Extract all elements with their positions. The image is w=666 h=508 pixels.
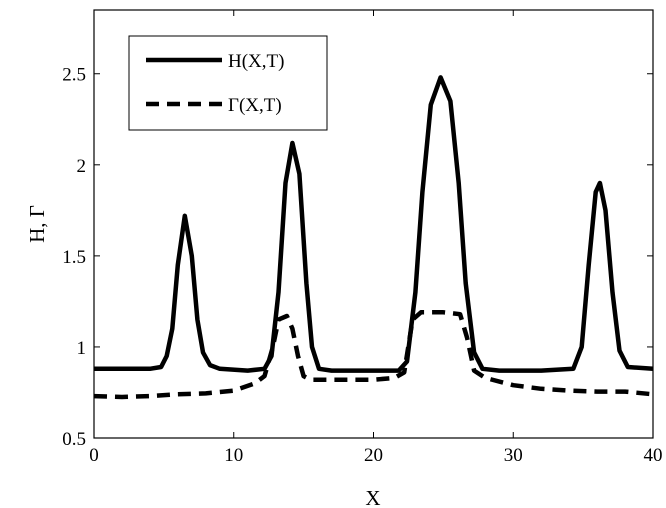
x-tick-label: 30 [504,445,523,466]
y-tick-label: 2.5 [62,65,86,86]
legend: H(X,T) Γ(X,T) [128,35,328,131]
y-tick-label: 2 [77,156,87,177]
x-tick-label: 20 [364,445,383,466]
y-tick-label: 1 [77,338,87,359]
y-tick-label: 0.5 [62,429,86,450]
series-layer [93,75,654,400]
legend-label-h: H(X,T) [228,51,284,72]
x-tick-label: 40 [644,445,663,466]
x-axis-label: X [365,486,380,508]
plot-frame [93,9,654,439]
x-tick-label: 10 [224,445,243,466]
y-tick-label: 1.5 [62,247,86,268]
legend-label-gamma: Γ(X,T) [228,95,282,116]
y-axis-label: H, Γ [25,205,49,243]
series-h-line [94,75,654,373]
x-tick-label: 0 [89,445,99,466]
legend-box [128,35,328,131]
